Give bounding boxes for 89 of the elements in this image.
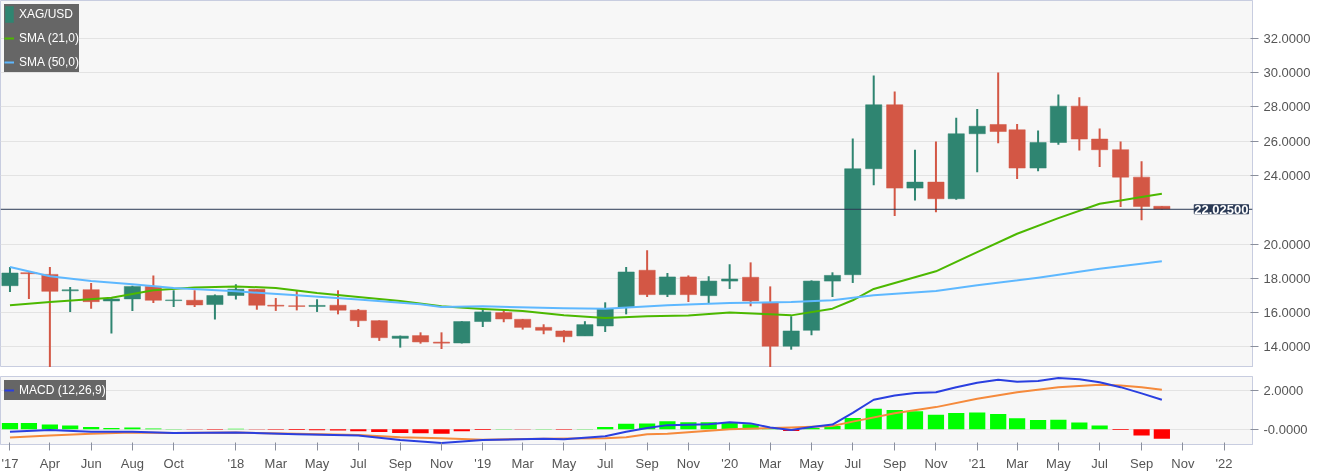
- y-tick-label: 28.0000: [1263, 99, 1311, 115]
- candlestick: [370, 319, 388, 342]
- x-tick-label: Nov: [924, 455, 949, 471]
- bar: [990, 413, 1007, 430]
- candlestick: [906, 148, 924, 202]
- y-tick-label: 16.0000: [1263, 305, 1311, 321]
- x-tick-label: Jun: [80, 455, 102, 471]
- bar: [392, 429, 409, 433]
- y-tick-label: 30.0000: [1263, 65, 1311, 81]
- x-tick-label: Nov: [676, 455, 701, 471]
- x-tick-label: '21: [968, 455, 986, 471]
- x-tick-label: Mar: [759, 455, 783, 471]
- x-tick-label: Sep: [388, 455, 412, 471]
- candlestick: [823, 271, 842, 299]
- bar: [1029, 420, 1047, 430]
- y-tick-label: 24.0000: [1263, 167, 1311, 183]
- x-tick-label: May: [1046, 455, 1072, 471]
- x-tick-label: Mar: [264, 455, 288, 471]
- ref-line-label: 22.02500: [1194, 201, 1249, 217]
- y-tick-label: 32.0000: [1263, 30, 1311, 46]
- legend-label: SMA (50,0): [19, 55, 80, 69]
- x-tick-label: '17: [1, 455, 19, 471]
- x-tick-label: May: [551, 455, 577, 471]
- candlestick: [742, 261, 760, 308]
- candlestick: [102, 297, 121, 335]
- candlestick: [1, 266, 19, 294]
- y-tick-label: -0.0000: [1263, 421, 1308, 437]
- x-tick-label: Nov: [1171, 455, 1195, 471]
- y-tick-label: 20.0000: [1263, 236, 1311, 252]
- bar: [597, 427, 614, 430]
- bar: [948, 412, 965, 430]
- x-tick-label: May: [799, 455, 825, 471]
- legend-label: MACD (12,26,9): [19, 383, 106, 397]
- bar: [927, 414, 945, 430]
- y-tick-label: 2.0000: [1263, 382, 1304, 398]
- candlestick: [329, 289, 347, 316]
- y-tick-label: 26.0000: [1263, 133, 1311, 149]
- x-tick-label: '22: [1215, 455, 1233, 471]
- candlestick: [658, 272, 677, 299]
- y-tick-label: 18.0000: [1263, 270, 1311, 286]
- candlestick: [206, 293, 224, 321]
- bar: [453, 429, 470, 432]
- x-tick-label: Jul: [350, 455, 367, 471]
- x-tick-label: Nov: [429, 455, 454, 471]
- candlestick: [927, 140, 945, 214]
- candlestick: [679, 274, 698, 303]
- candlestick: [453, 320, 471, 345]
- bar: [20, 423, 38, 430]
- bar: [1, 423, 19, 430]
- x-tick-label: Sep: [635, 455, 659, 471]
- x-tick-label: Sep: [883, 455, 907, 471]
- candlestick: [782, 315, 800, 351]
- legend-label: XAG/USD: [19, 7, 74, 21]
- x-tick-label: Jul: [1091, 455, 1109, 471]
- x-tick-label: May: [304, 455, 330, 471]
- candlestick: [288, 289, 306, 312]
- bar: [371, 429, 388, 433]
- bar: [906, 411, 924, 430]
- bar: [1009, 418, 1026, 430]
- bar: [433, 429, 450, 434]
- bar: [1133, 429, 1150, 436]
- candlestick: [700, 275, 718, 305]
- x-tick-label: '19: [474, 455, 492, 471]
- x-tick-label: Oct: [163, 455, 185, 471]
- bar: [412, 429, 429, 434]
- x-tick-label: Apr: [39, 455, 61, 471]
- bar: [618, 423, 635, 430]
- legend-label: SMA (21,0): [19, 31, 80, 45]
- bar: [1071, 422, 1088, 430]
- x-tick-label: Mar: [1005, 455, 1029, 471]
- x-tick-label: Jul: [596, 455, 614, 471]
- y-tick-label: 14.0000: [1263, 339, 1311, 355]
- candlestick: [721, 263, 739, 290]
- bar: [1050, 419, 1067, 430]
- x-tick-label: Sep: [1130, 455, 1154, 471]
- candlestick: [61, 285, 79, 313]
- x-tick-label: '20: [721, 455, 739, 471]
- candlestick: [165, 289, 183, 308]
- x-tick-label: Aug: [120, 455, 144, 471]
- candlestick: [968, 107, 986, 174]
- x-tick-label: Jul: [844, 455, 862, 471]
- candlestick: [349, 308, 367, 329]
- x-tick-label: Mar: [511, 455, 535, 471]
- candlestick: [1091, 127, 1109, 169]
- bar: [1153, 429, 1170, 439]
- x-tick-label: '18: [227, 455, 245, 471]
- bar: [350, 429, 367, 432]
- bar: [83, 427, 100, 430]
- bar: [969, 412, 986, 430]
